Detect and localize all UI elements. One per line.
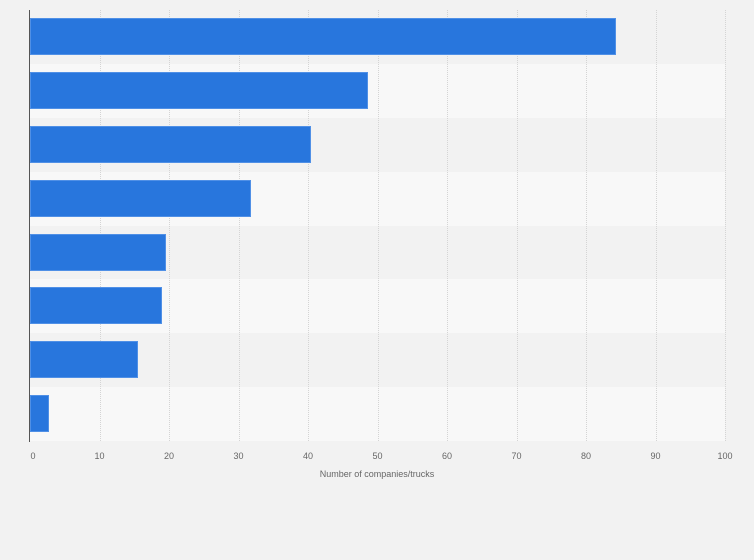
x-tick-label: 30 (233, 451, 244, 461)
x-axis-label: Number of companies/trucks (319, 469, 435, 479)
y-axis-line (29, 10, 30, 442)
gridline (516, 10, 518, 441)
plot-area (30, 10, 726, 441)
x-tick-label: 20 (163, 451, 175, 461)
x-tick-label: 50 (372, 451, 383, 461)
bar[interactable] (30, 287, 163, 325)
x-tick-label: 0 (30, 451, 36, 461)
bar[interactable] (30, 341, 138, 379)
bar[interactable] (30, 125, 312, 163)
bar[interactable] (30, 395, 49, 433)
x-tick-label: 100 (717, 451, 733, 461)
x-tick-label: 80 (580, 451, 592, 461)
gridline (725, 10, 726, 441)
bar[interactable] (30, 18, 616, 55)
gridline (99, 10, 101, 441)
bar[interactable] (30, 71, 369, 109)
bar[interactable] (30, 233, 167, 271)
gridline (655, 10, 657, 441)
x-tick-label: 70 (511, 451, 522, 461)
gridline (447, 10, 448, 441)
gridline (169, 10, 170, 441)
x-tick-label: 10 (94, 451, 105, 461)
gridline (586, 10, 587, 441)
gridline (377, 10, 379, 441)
gridline (308, 10, 309, 441)
x-tick-label: 60 (441, 451, 453, 461)
gridline (238, 10, 240, 441)
x-tick-label: 90 (650, 451, 661, 461)
bar[interactable] (30, 179, 251, 217)
x-tick-label: 40 (302, 451, 314, 461)
